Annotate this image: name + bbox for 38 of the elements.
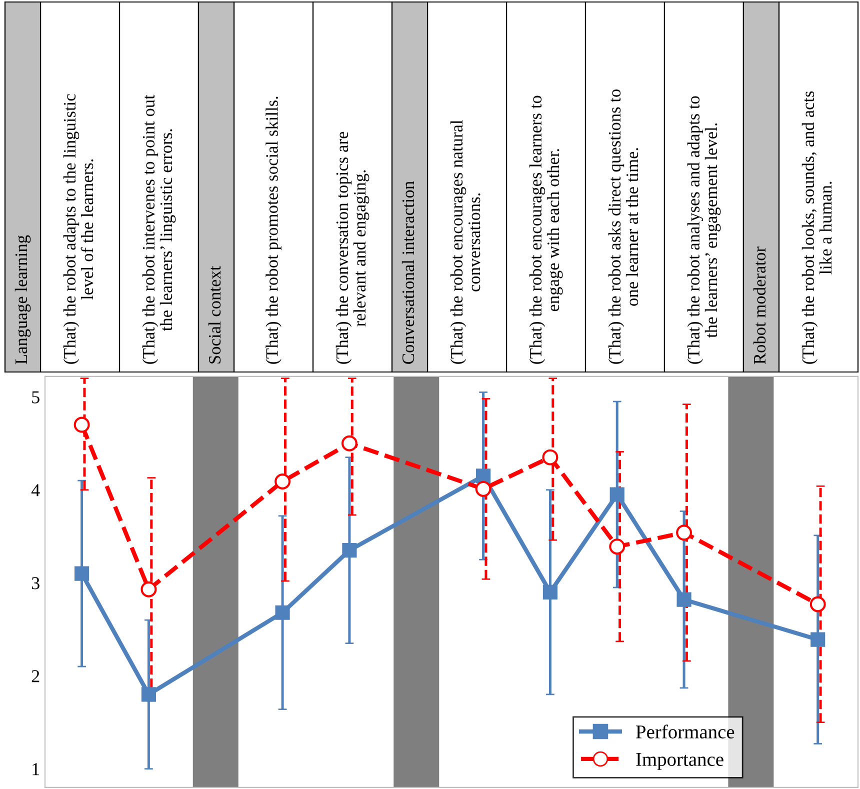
y-tick-label: 4 <box>31 484 40 496</box>
point <box>476 468 491 484</box>
x-tick-label: Language learning <box>14 235 31 364</box>
point <box>141 687 156 702</box>
point <box>810 632 826 647</box>
point <box>275 605 290 620</box>
x-tick-label: (That) the robot intervenes to point out the learners’ linguistic errors. <box>142 94 176 364</box>
x-tick-label: (That) the robot asks direct questions to one learner at the time. <box>608 89 638 364</box>
y-tick-label: 2 <box>32 670 40 682</box>
point <box>475 480 492 497</box>
point <box>609 538 626 555</box>
point <box>610 487 624 502</box>
point <box>341 435 358 452</box>
x-tick-label: (That) the robot looks, sounds, and acts like a human. <box>802 91 832 364</box>
x-tick-label: (That) the robot promotes social skills. <box>266 96 282 364</box>
point <box>676 524 692 541</box>
point <box>542 584 558 600</box>
point <box>676 592 692 607</box>
x-tick-label: Robot moderator <box>753 246 766 364</box>
x-tick-label: Conversational interaction <box>402 181 414 364</box>
point <box>140 581 157 598</box>
legend-label: Importance <box>636 753 724 770</box>
point <box>342 543 357 558</box>
point <box>542 449 558 466</box>
point <box>274 474 291 490</box>
x-tick-label: (That) the robot analyses and adapts to the learners’ engagement level. <box>687 96 721 364</box>
x-tick-label: (That) the robot encourages natural conversations. <box>450 120 480 364</box>
x-tick-label: (That) the robot encourages learners to engage with each other. <box>529 96 563 364</box>
y-tick-label: 1 <box>32 763 40 776</box>
point <box>74 416 90 433</box>
y-tick-label: 3 <box>32 577 40 590</box>
point <box>810 596 826 612</box>
point <box>74 566 90 581</box>
y-tick-label: 5 <box>32 391 40 404</box>
x-tick-label: (That) the conversation topics are relevant and engaging. <box>336 132 370 364</box>
x-tick-label: Social context <box>208 266 221 364</box>
legend-label: Performance <box>636 724 734 738</box>
x-tick-label: (That) the robot adapts to the linguistic level of the learners. <box>63 94 94 364</box>
